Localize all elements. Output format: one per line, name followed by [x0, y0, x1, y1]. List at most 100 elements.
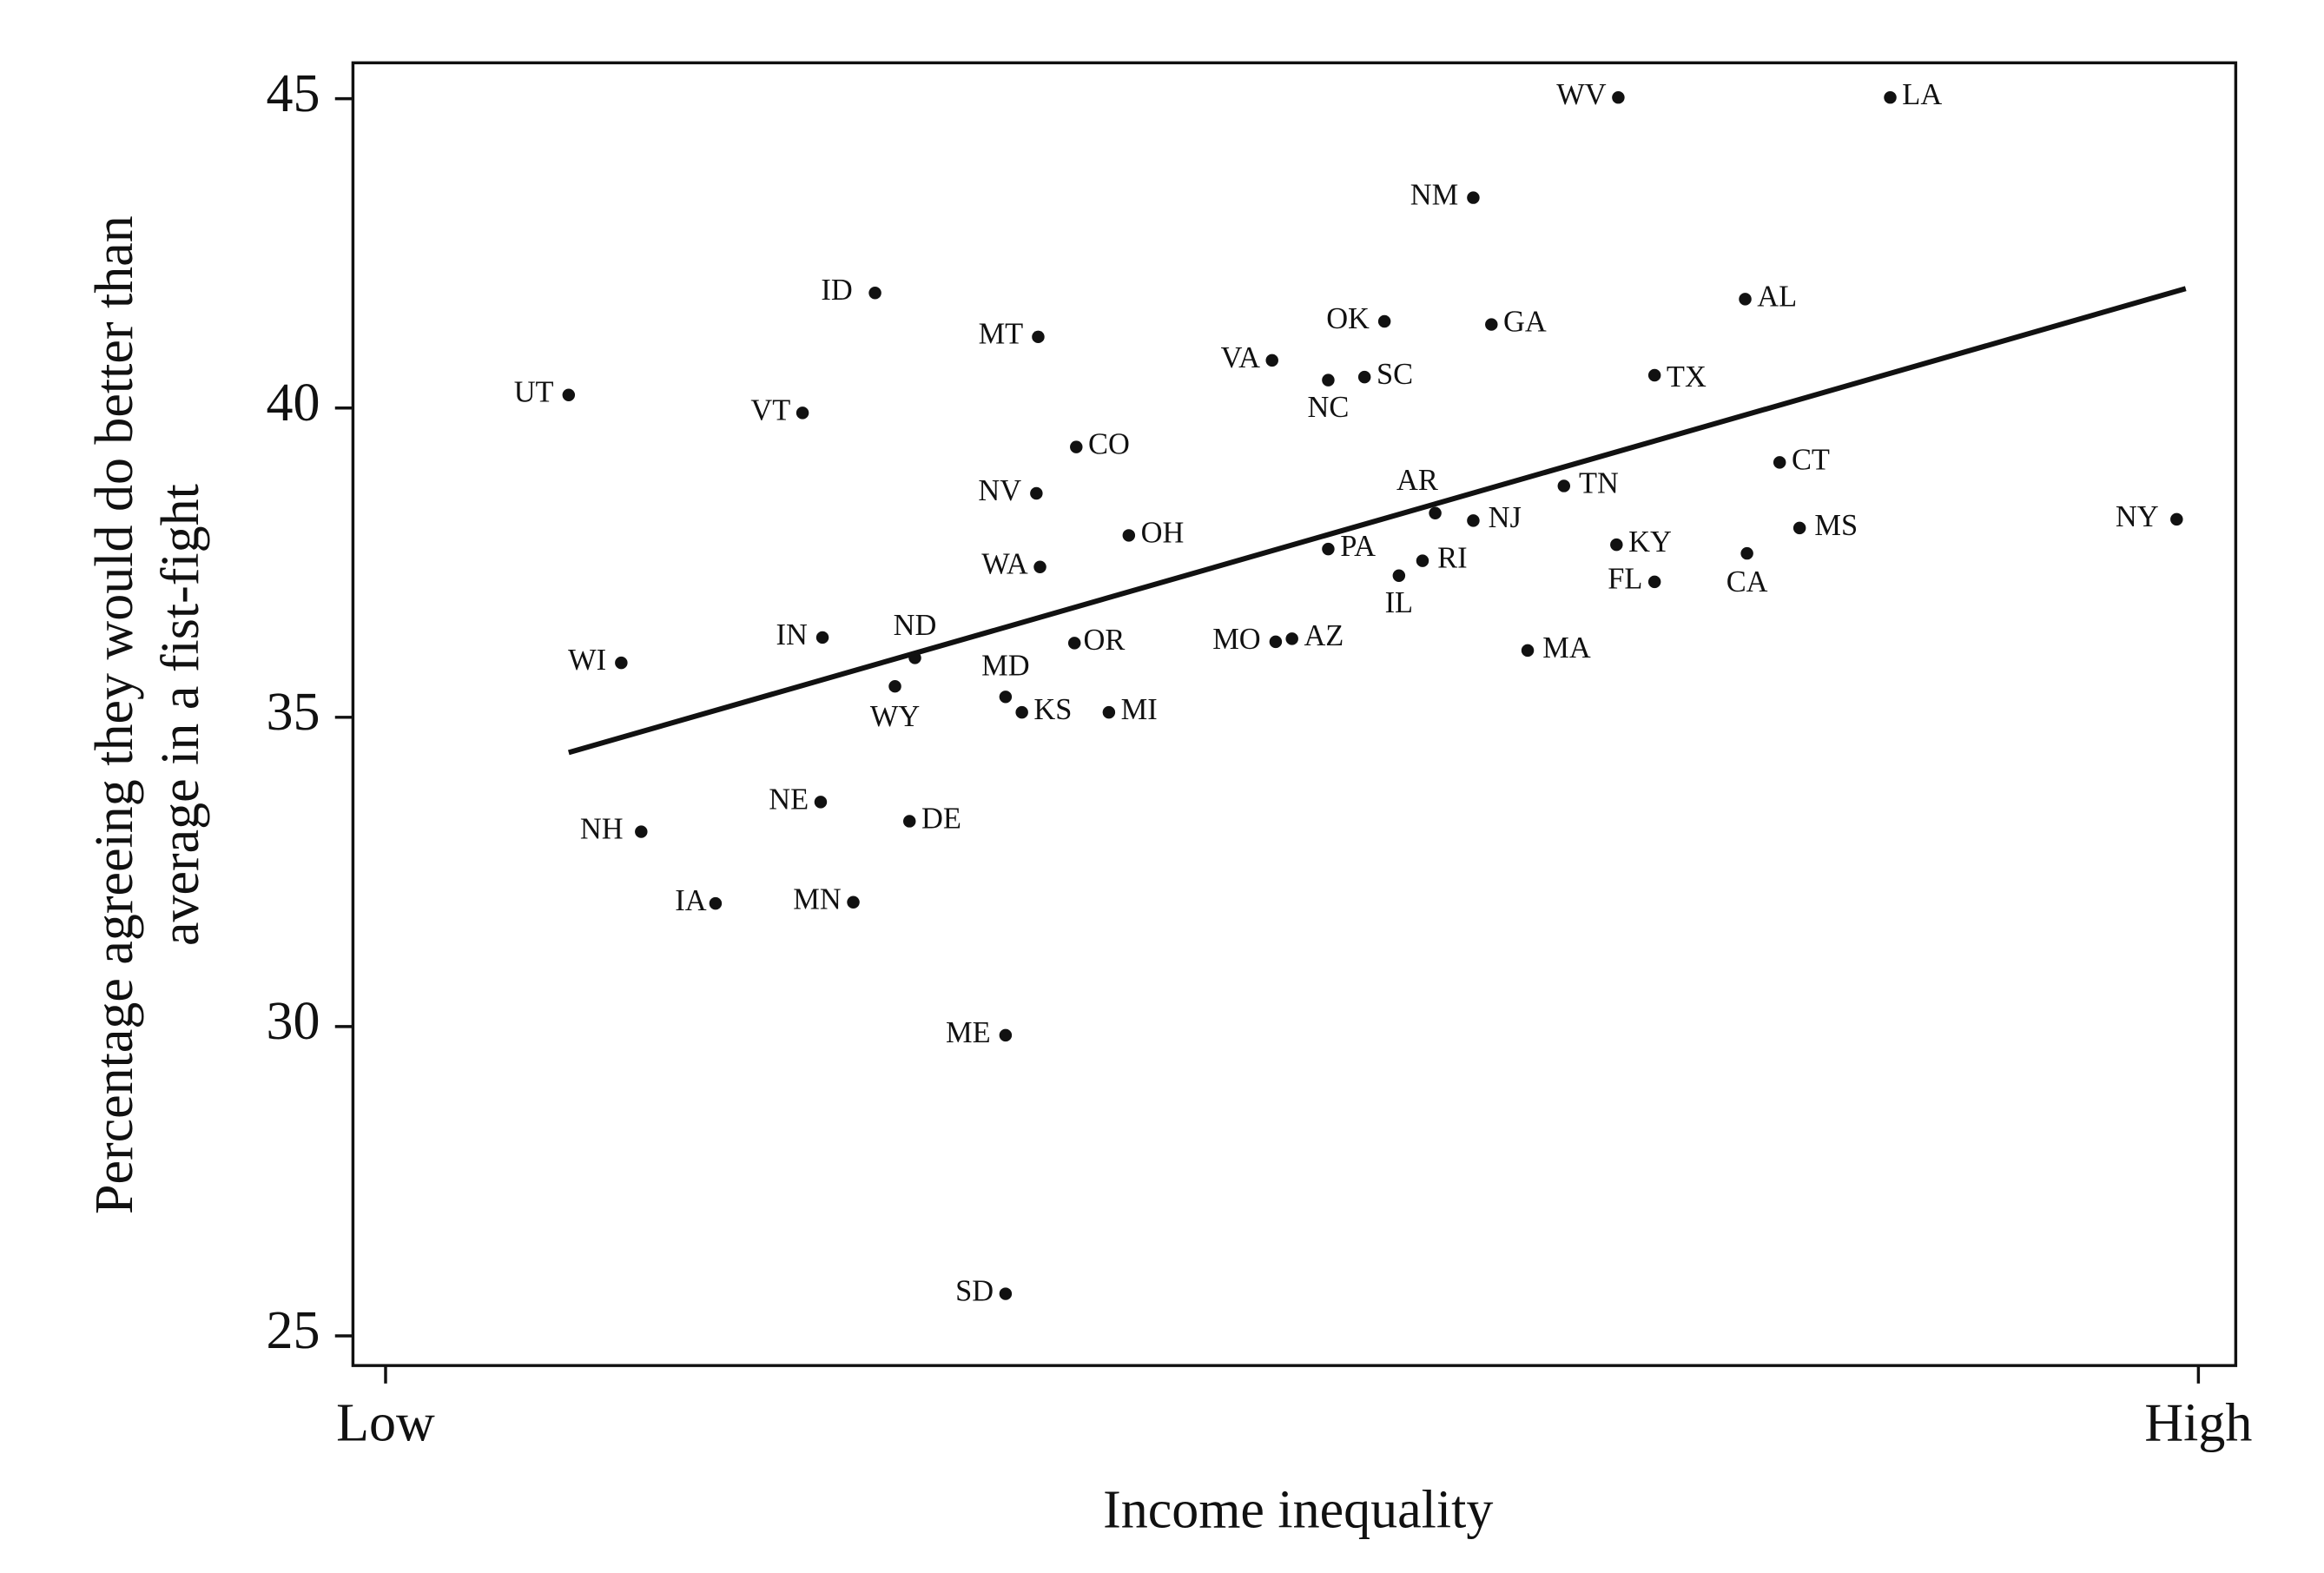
- point: [1322, 542, 1335, 556]
- point-label: UT: [514, 376, 554, 409]
- point-label: MO: [1212, 623, 1260, 656]
- point-label: TN: [1579, 466, 1619, 499]
- point: [1285, 632, 1298, 645]
- point-label: OK: [1326, 302, 1370, 335]
- point-label: NV: [978, 474, 1021, 507]
- point-label: MA: [1542, 631, 1591, 664]
- point-label: NJ: [1489, 501, 1522, 534]
- point: [903, 815, 916, 828]
- point-label: GA: [1503, 305, 1547, 338]
- point-label: ME: [946, 1016, 991, 1049]
- point-label: PA: [1340, 530, 1376, 563]
- point-label: MS: [1814, 509, 1858, 542]
- point: [1884, 90, 1897, 104]
- point: [1015, 705, 1028, 719]
- point-label: OH: [1141, 516, 1185, 549]
- x-tick-label: High: [2144, 1394, 2252, 1453]
- point-label: NY: [2116, 500, 2159, 533]
- point: [999, 1028, 1013, 1042]
- y-tick-label: 45: [267, 64, 320, 123]
- point: [1265, 354, 1278, 367]
- point-label: NC: [1308, 391, 1350, 424]
- point-label: CO: [1088, 427, 1130, 460]
- point: [1357, 370, 1371, 384]
- point-label: FL: [1608, 563, 1642, 596]
- x-tick-label: Low: [336, 1394, 435, 1453]
- point: [1122, 529, 1136, 542]
- point: [999, 691, 1013, 704]
- point: [1429, 506, 1442, 520]
- y-axis-title: average in a fist-fight: [151, 484, 210, 946]
- point: [1773, 456, 1786, 469]
- point-label: TX: [1667, 360, 1707, 393]
- plot-frame: [351, 61, 2238, 1367]
- point-label: SD: [955, 1274, 994, 1307]
- point: [999, 1287, 1013, 1300]
- point: [1269, 635, 1283, 649]
- point: [1070, 440, 1083, 453]
- point: [1467, 514, 1480, 527]
- point: [1377, 314, 1391, 328]
- point-label: LA: [1902, 78, 1942, 111]
- point: [562, 388, 576, 401]
- point-label: IN: [776, 618, 807, 651]
- point: [1033, 560, 1046, 573]
- y-axis-title: Percentage agreeing they would do better…: [85, 215, 144, 1214]
- point: [1102, 705, 1116, 719]
- point: [1647, 368, 1661, 382]
- point: [709, 896, 723, 910]
- point: [1322, 373, 1335, 387]
- point-label: NE: [769, 783, 809, 816]
- point-label: IL: [1385, 586, 1414, 619]
- point-label: CT: [1792, 443, 1830, 476]
- point-label: OR: [1084, 624, 1126, 657]
- point: [1032, 330, 1045, 344]
- point-label: CA: [1726, 565, 1768, 598]
- point-label: VA: [1221, 341, 1260, 374]
- point-label: MT: [979, 318, 1024, 351]
- point-label: MD: [981, 649, 1029, 682]
- point: [2170, 512, 2183, 526]
- point: [815, 631, 829, 644]
- point-label: IA: [675, 884, 706, 917]
- point: [796, 406, 809, 420]
- point: [1030, 486, 1043, 500]
- point: [847, 896, 860, 909]
- point: [1647, 575, 1661, 589]
- point-label: VT: [750, 393, 790, 426]
- point-label: AZ: [1304, 619, 1344, 652]
- fit-line: [567, 286, 2187, 756]
- point-label: KY: [1628, 525, 1672, 558]
- point-label: ID: [821, 274, 852, 307]
- point-label: WA: [981, 548, 1028, 581]
- point-label: MI: [1121, 693, 1158, 726]
- point: [1521, 644, 1535, 658]
- point: [1392, 569, 1406, 582]
- point: [1740, 546, 1753, 560]
- point-label: AR: [1396, 464, 1438, 497]
- point: [1067, 637, 1081, 650]
- point-label: DE: [921, 802, 961, 835]
- point-label: MN: [793, 883, 842, 916]
- point: [1612, 90, 1625, 104]
- point: [615, 656, 628, 670]
- point-label: NH: [580, 812, 624, 845]
- point: [814, 796, 828, 809]
- point: [1739, 293, 1752, 306]
- point-label: WY: [870, 700, 920, 733]
- point: [1485, 318, 1498, 331]
- point-label: NM: [1410, 178, 1458, 211]
- point: [1610, 538, 1623, 552]
- point-label: AL: [1757, 280, 1797, 313]
- point: [635, 825, 648, 838]
- y-tick-label: 40: [267, 373, 320, 433]
- point-label: WI: [568, 644, 606, 677]
- y-tick-label: 25: [267, 1301, 320, 1360]
- point: [868, 287, 881, 300]
- point: [1467, 191, 1480, 204]
- x-axis-title: Income inequality: [1103, 1481, 1493, 1540]
- point-label: KS: [1033, 693, 1072, 726]
- point-label: SC: [1377, 358, 1413, 391]
